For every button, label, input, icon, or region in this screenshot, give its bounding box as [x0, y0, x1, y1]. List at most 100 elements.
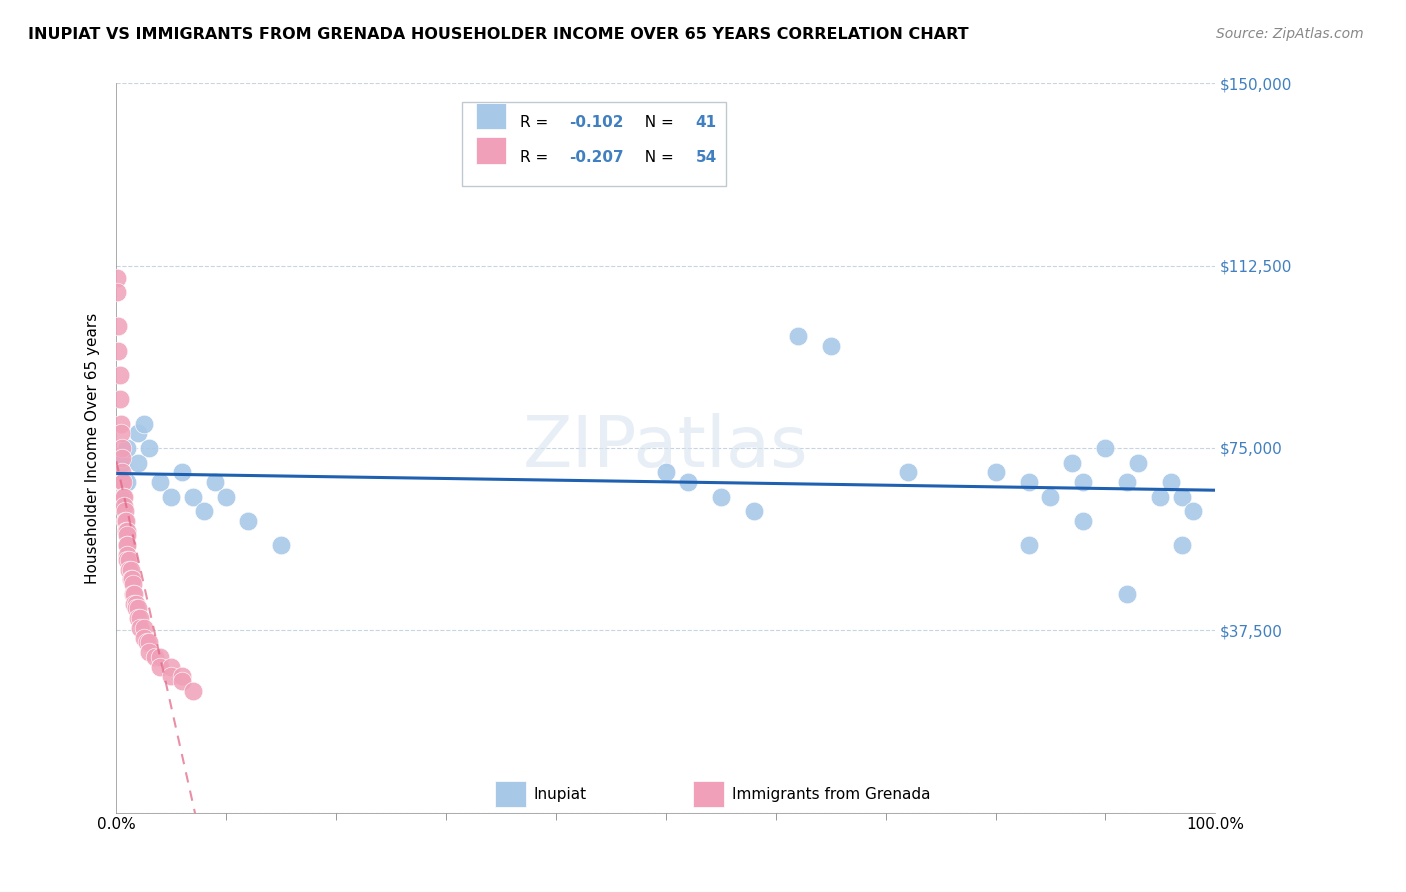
Point: [132, 631, 155, 645]
Bar: [475, 103, 506, 129]
Point: [204, 475, 226, 489]
Text: N =: N =: [636, 114, 679, 129]
Point: [111, 456, 134, 470]
Point: [1073, 514, 1095, 528]
Point: [129, 621, 152, 635]
Point: [118, 553, 141, 567]
Point: [1116, 475, 1139, 489]
Point: [710, 490, 733, 504]
Point: [112, 490, 135, 504]
Point: [117, 475, 139, 489]
Point: [117, 441, 139, 455]
Point: [117, 538, 139, 552]
Point: [1182, 504, 1205, 518]
Point: [136, 635, 159, 649]
Point: [138, 441, 160, 455]
Point: [107, 343, 129, 358]
Point: [786, 329, 808, 343]
Point: [138, 635, 160, 649]
Point: [114, 514, 136, 528]
Text: Inupiat: Inupiat: [534, 787, 588, 802]
Point: [143, 650, 166, 665]
Point: [1094, 441, 1116, 455]
Point: [117, 538, 139, 552]
Point: [1039, 490, 1062, 504]
Point: [132, 621, 155, 635]
Point: [1018, 475, 1040, 489]
Point: [676, 475, 699, 489]
Point: [1116, 587, 1139, 601]
Bar: [475, 137, 506, 163]
Text: N =: N =: [636, 150, 679, 165]
Point: [127, 456, 149, 470]
Point: [117, 553, 139, 567]
Point: [108, 392, 131, 407]
Point: [108, 490, 131, 504]
Point: [160, 490, 183, 504]
Point: [105, 271, 128, 285]
Point: [1160, 475, 1182, 489]
Point: [172, 465, 194, 479]
Point: [120, 562, 142, 576]
Point: [111, 490, 134, 504]
Text: R =: R =: [520, 114, 553, 129]
Point: [121, 577, 143, 591]
Point: [215, 490, 238, 504]
Text: Source: ZipAtlas.com: Source: ZipAtlas.com: [1216, 27, 1364, 41]
Point: [110, 417, 132, 431]
Point: [984, 465, 1007, 479]
Bar: [495, 781, 526, 807]
Text: -0.102: -0.102: [569, 114, 624, 129]
Point: [114, 475, 136, 489]
Point: [118, 562, 141, 576]
Point: [181, 684, 204, 698]
Text: INUPIAT VS IMMIGRANTS FROM GRENADA HOUSEHOLDER INCOME OVER 65 YEARS CORRELATION : INUPIAT VS IMMIGRANTS FROM GRENADA HOUSE…: [28, 27, 969, 42]
Point: [111, 450, 134, 465]
Point: [114, 504, 136, 518]
Point: [111, 475, 134, 489]
Point: [125, 597, 148, 611]
Text: 41: 41: [696, 114, 717, 129]
Point: [115, 524, 138, 538]
Point: [897, 465, 920, 479]
Text: R =: R =: [520, 150, 553, 165]
Point: [238, 514, 260, 528]
Point: [111, 475, 134, 489]
Point: [1073, 475, 1095, 489]
Point: [112, 500, 135, 514]
Text: 54: 54: [696, 150, 717, 165]
Text: Immigrants from Grenada: Immigrants from Grenada: [731, 787, 931, 802]
Point: [149, 659, 172, 673]
Point: [193, 504, 215, 518]
Point: [127, 611, 149, 625]
Point: [160, 669, 183, 683]
Point: [1149, 490, 1171, 504]
Point: [181, 490, 204, 504]
Point: [125, 601, 148, 615]
Point: [160, 659, 183, 673]
Point: [107, 319, 129, 334]
Point: [742, 504, 765, 518]
Point: [122, 587, 145, 601]
Point: [117, 524, 139, 538]
Y-axis label: Householder Income Over 65 years: Householder Income Over 65 years: [86, 312, 100, 583]
Point: [122, 597, 145, 611]
Point: [138, 645, 160, 659]
Point: [820, 339, 842, 353]
Point: [111, 465, 134, 479]
Point: [655, 465, 678, 479]
Point: [115, 514, 138, 528]
Point: [111, 441, 134, 455]
Point: [127, 601, 149, 615]
Point: [1018, 538, 1040, 552]
Point: [172, 669, 194, 683]
Point: [270, 538, 292, 552]
Text: ZIPatlas: ZIPatlas: [523, 414, 808, 483]
Point: [117, 528, 139, 542]
Point: [1062, 456, 1084, 470]
Point: [120, 572, 142, 586]
Point: [108, 368, 131, 382]
Point: [121, 572, 143, 586]
Point: [132, 417, 155, 431]
Point: [121, 587, 143, 601]
